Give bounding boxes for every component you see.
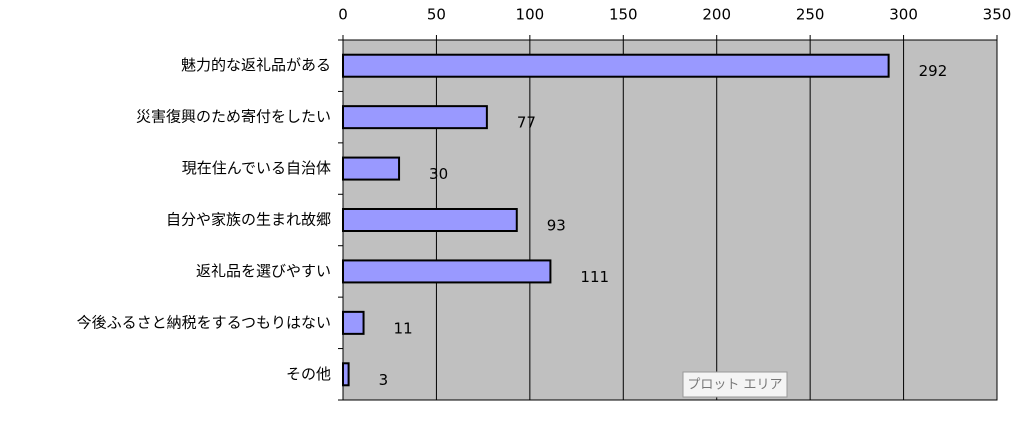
bar — [342, 156, 401, 181]
x-tick-label: 300 — [889, 6, 918, 24]
x-tick-label: 150 — [609, 6, 638, 24]
annotation: プロット エリア — [687, 378, 782, 393]
x-tick-label: 200 — [702, 6, 731, 24]
y-tick-label: 魅力的な返礼品がある — [181, 56, 331, 74]
y-tick-label: 返礼品を選びやすい — [196, 262, 331, 280]
x-tick-label: 350 — [983, 6, 1012, 24]
x-tick-label: 0 — [338, 6, 348, 24]
value-label: 11 — [394, 319, 413, 337]
value-label: 111 — [580, 268, 609, 286]
y-tick-label: 今後ふるさと納税をするつもりはない — [77, 313, 331, 331]
value-label: 93 — [547, 217, 566, 235]
y-tick-label: 災害復興のため寄付をしたい — [136, 108, 331, 126]
bar — [342, 53, 890, 78]
x-tick-label: 250 — [796, 6, 825, 24]
bar — [342, 105, 488, 130]
value-label: 77 — [517, 114, 536, 132]
bar — [342, 362, 350, 387]
x-tick-label: 100 — [516, 6, 545, 24]
y-tick-label: 自分や家族の生まれ故郷 — [166, 211, 331, 229]
y-tick-label: その他 — [286, 365, 331, 383]
y-tick-label: 現在住んでいる自治体 — [182, 159, 331, 177]
bar — [342, 208, 518, 232]
value-label: 292 — [919, 62, 948, 80]
value-label: 3 — [379, 371, 389, 389]
bar — [342, 310, 365, 335]
x-tick-label: 50 — [427, 6, 446, 24]
value-label: 30 — [429, 165, 448, 183]
bar — [342, 259, 552, 284]
annotation-box — [682, 371, 788, 398]
